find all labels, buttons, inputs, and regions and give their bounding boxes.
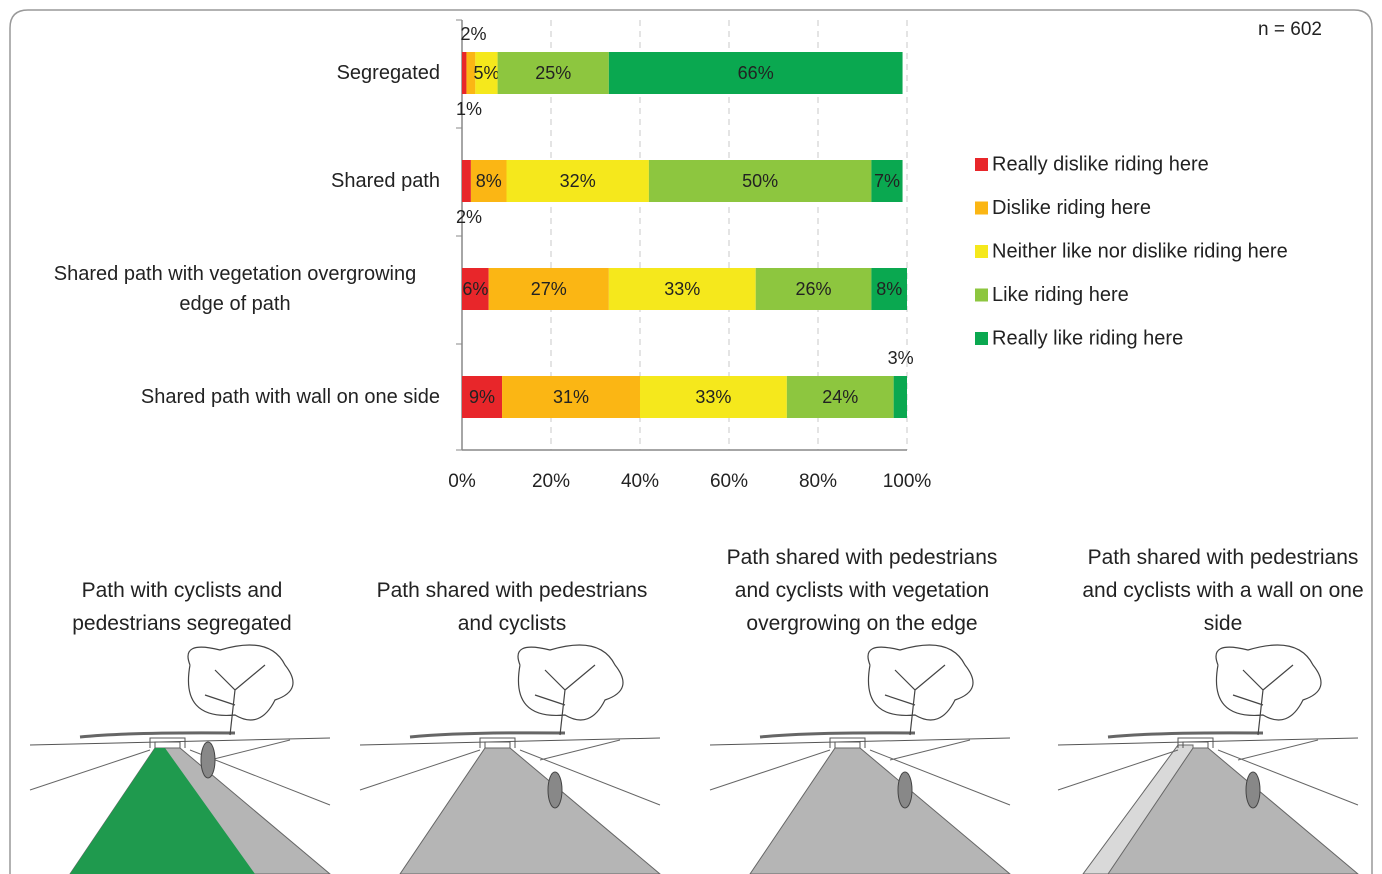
side-lines (1057, 739, 1359, 806)
x-tick-label: 80% (799, 471, 837, 492)
x-tick-label: 100% (883, 471, 932, 492)
tree (867, 644, 974, 736)
sample-size-note: n = 602 (1258, 19, 1322, 40)
legend-label: Really like riding here (992, 327, 1183, 349)
pedestrian (200, 741, 216, 779)
value-label: 1% (456, 99, 482, 119)
legend-label: Really dislike riding here (992, 153, 1209, 175)
frame (9, 9, 1373, 874)
illustration-caption: Path with cyclists and pedestrians segre… (72, 579, 292, 635)
path-surface (749, 747, 1011, 874)
bar-segment (475, 52, 498, 94)
legend-label: Like riding here (992, 284, 1129, 306)
category-label: Shared path (331, 170, 440, 192)
bar-segment (466, 52, 476, 94)
bar-segment (608, 52, 903, 94)
bar-segment (871, 160, 903, 202)
value-label: 33% (664, 279, 700, 299)
value-label: 31% (553, 387, 589, 407)
illustration (709, 644, 1011, 874)
bridge (479, 737, 516, 748)
path-surface (399, 747, 661, 874)
x-tick-label: 60% (710, 471, 748, 492)
value-label: 50% (742, 171, 778, 191)
bar-segment (488, 268, 609, 310)
legend-label: Neither like nor dislike riding here (992, 240, 1288, 262)
bank (409, 731, 566, 739)
value-label: 32% (560, 171, 596, 191)
bar-segment (462, 268, 489, 310)
legend-label: Dislike riding here (992, 197, 1151, 219)
bar-segment (462, 160, 471, 202)
value-label: 27% (531, 279, 567, 299)
bar-segment (502, 376, 640, 418)
bar-segment (506, 160, 649, 202)
bar-segment (871, 268, 907, 310)
illustration (1057, 644, 1359, 874)
category-label: Shared path with vegetation overgrowing … (53, 263, 417, 315)
bar-segment (893, 376, 907, 418)
tree (517, 644, 624, 736)
x-tick-label: 20% (532, 471, 570, 492)
illustration (359, 644, 661, 874)
bridge (1177, 737, 1214, 748)
bar-segment (470, 160, 507, 202)
category-label: Shared path with wall on one side (140, 386, 440, 408)
illustration (29, 644, 331, 874)
value-label: 7% (874, 171, 900, 191)
illustration-caption: Path shared with pedestrians and cyclist… (726, 546, 998, 635)
legend-swatch (975, 158, 988, 171)
value-label: 66% (738, 63, 774, 83)
bar-segment (608, 268, 756, 310)
value-label: 26% (796, 279, 832, 299)
bank (79, 731, 236, 739)
pedestrian (1245, 771, 1261, 809)
value-label: 24% (822, 387, 858, 407)
value-label: 6% (462, 279, 488, 299)
illustration-caption: Path shared with pedestrians and cyclist… (1082, 546, 1364, 635)
legend-swatch (975, 288, 988, 302)
x-tick-label: 40% (621, 471, 659, 492)
side-lines (359, 739, 661, 806)
x-tick-label: 0% (448, 471, 476, 492)
pedestrian (897, 771, 913, 809)
legend-swatch (975, 332, 988, 345)
value-label: 25% (535, 63, 571, 83)
bar-segment (497, 52, 609, 94)
value-label: 3% (888, 348, 914, 368)
bank (1107, 731, 1264, 739)
bar-segment (755, 268, 872, 310)
bridge (829, 737, 866, 748)
tree (1215, 644, 1322, 736)
pedestrian (547, 771, 563, 809)
value-label: 5% (473, 63, 499, 83)
value-label: 2% (456, 207, 482, 227)
side-lines (709, 739, 1011, 806)
bar-segment (462, 376, 503, 418)
value-label: 33% (695, 387, 731, 407)
bar-segment (462, 52, 467, 94)
bar-segment (648, 160, 872, 202)
category-label: Segregated (336, 62, 440, 84)
bar-segment (640, 376, 787, 418)
wall (1082, 744, 1194, 874)
bar-segment (786, 376, 894, 418)
bridge (149, 737, 186, 748)
tree (187, 644, 294, 736)
bank (759, 731, 916, 739)
value-label: 8% (876, 279, 902, 299)
illustration-caption: Path shared with pedestrians and cyclist… (376, 579, 648, 635)
value-label: 8% (476, 171, 502, 191)
value-label: 2% (460, 24, 486, 44)
legend-swatch (975, 201, 988, 215)
segregated-lane (70, 748, 255, 874)
legend-swatch (975, 245, 988, 258)
value-label: 9% (469, 387, 495, 407)
